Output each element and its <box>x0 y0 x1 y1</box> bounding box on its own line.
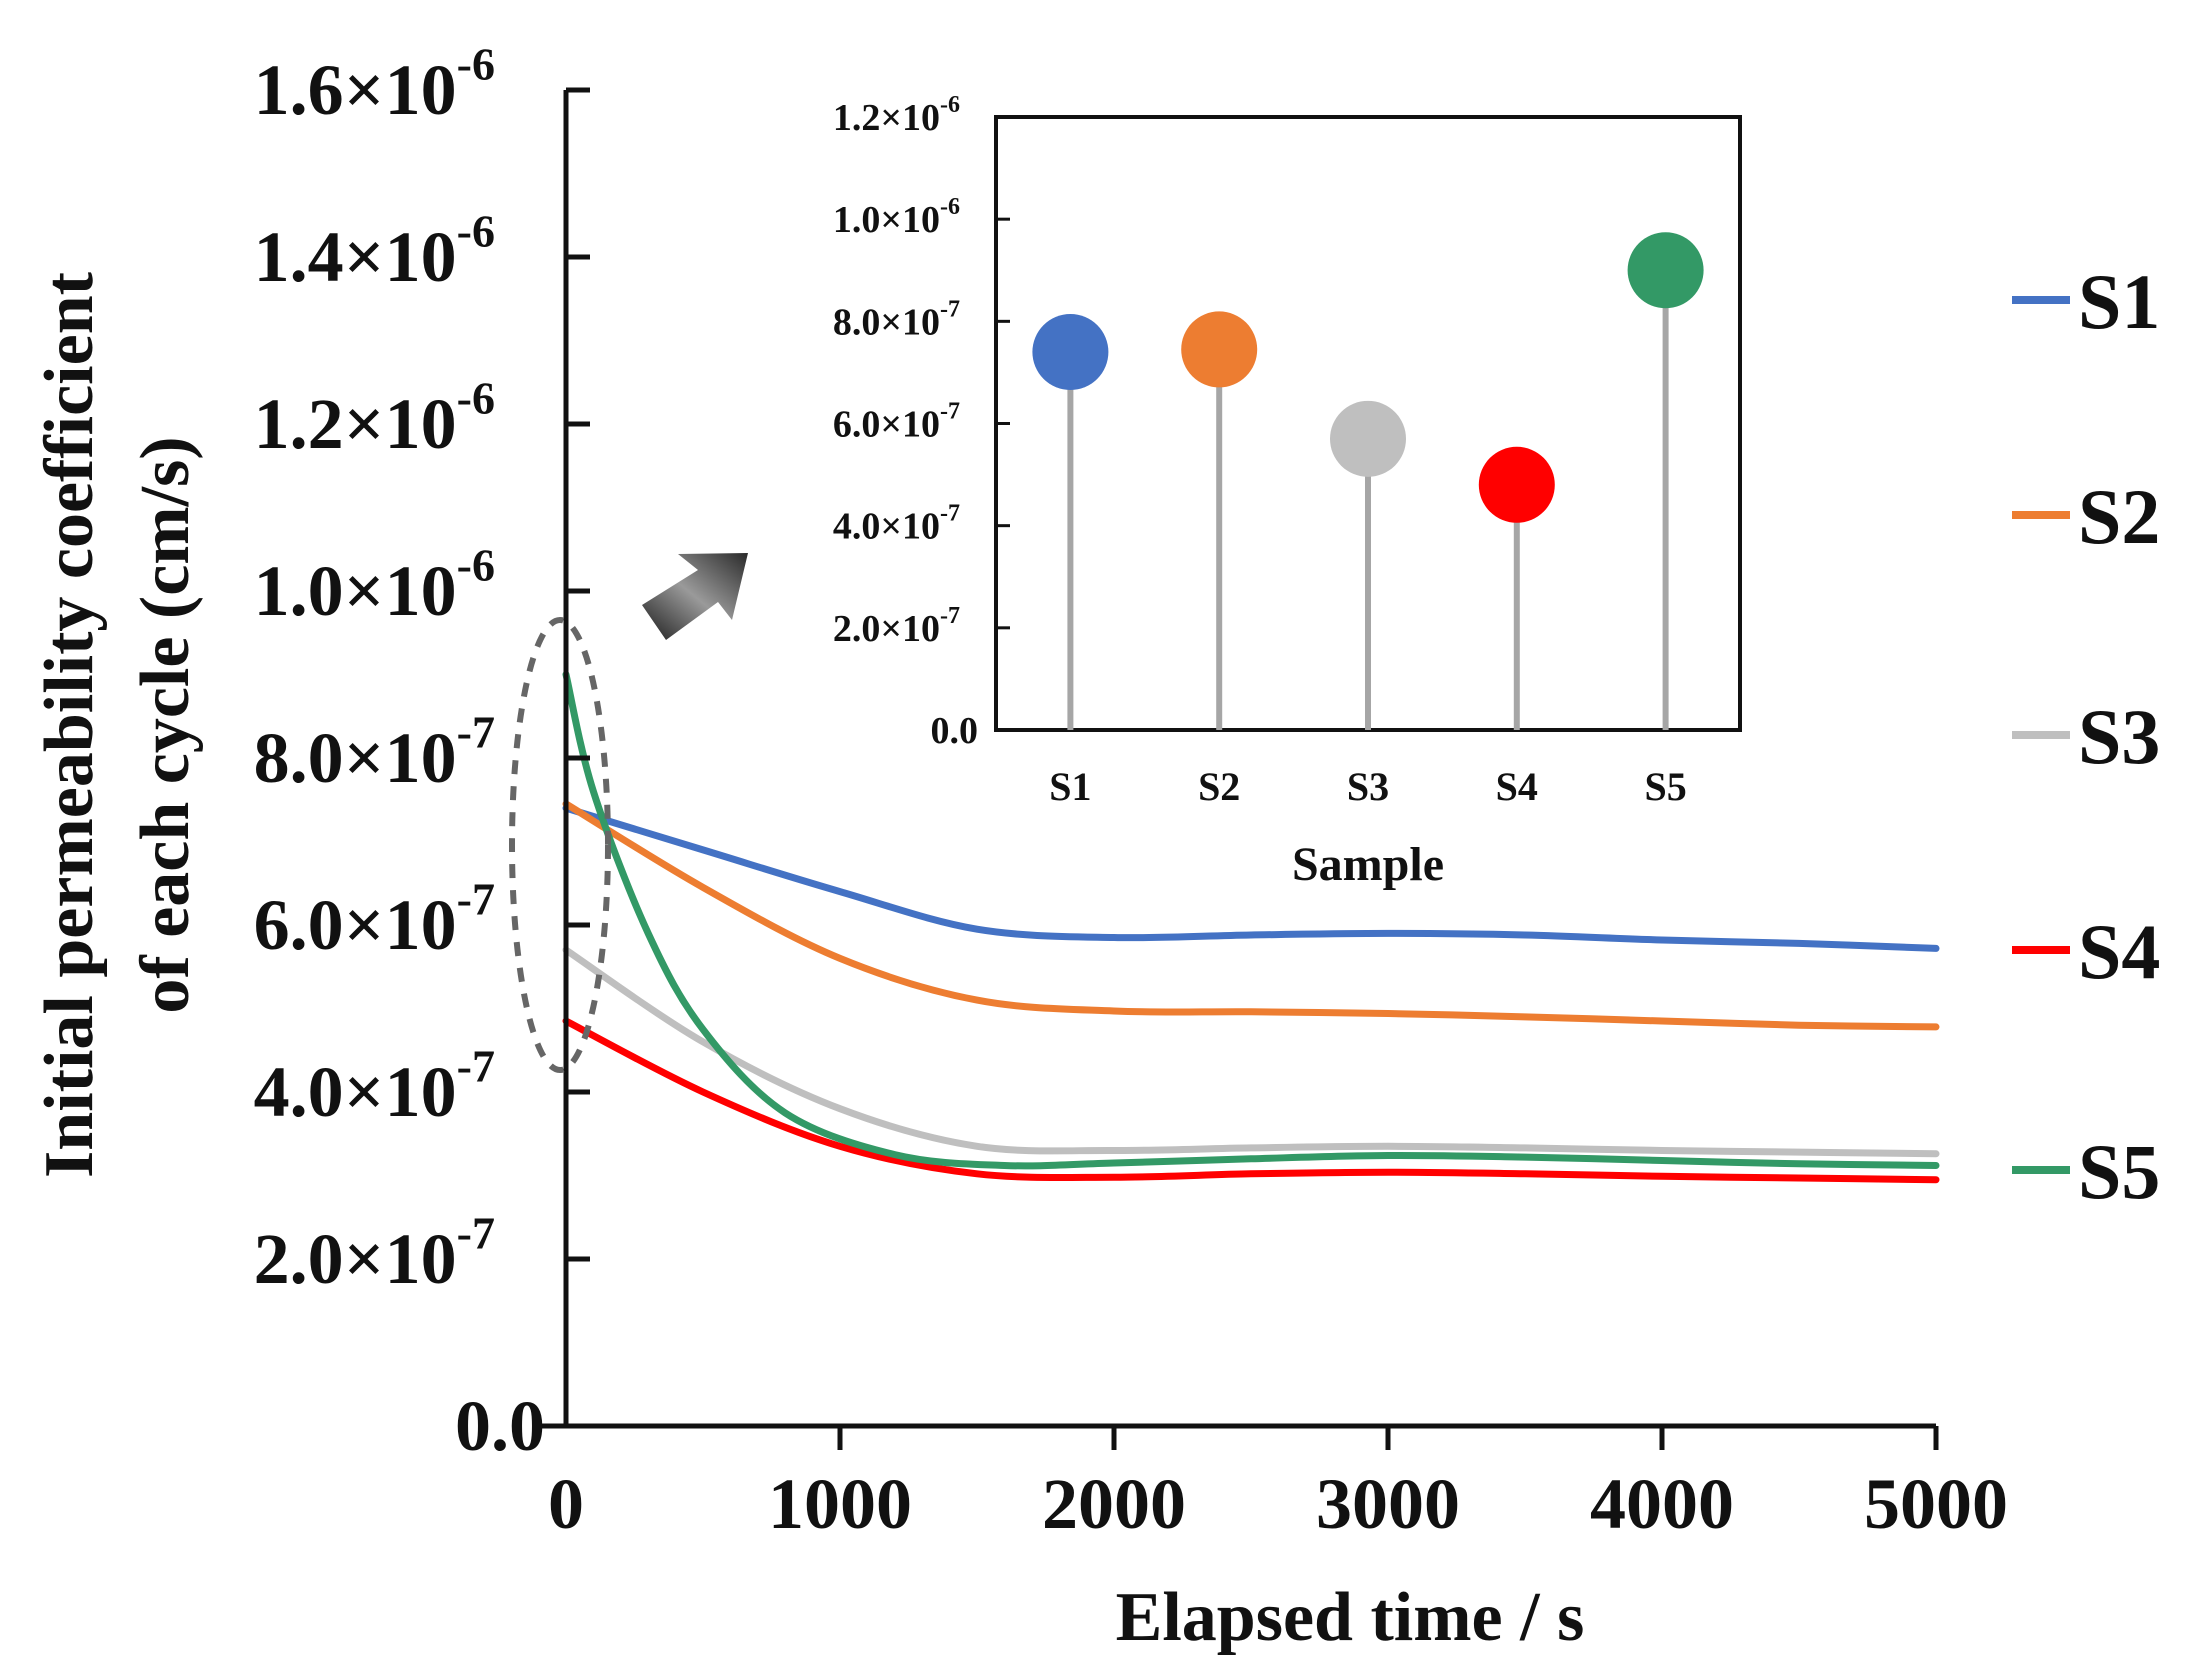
main-y-tick-label: 1.6×10-6 <box>254 39 495 131</box>
inset-y-tick-label-exponent: -7 <box>940 603 960 629</box>
inset-x-tick-label: S3 <box>1347 764 1389 809</box>
main-y-tick-label-mantissa: 1.2×10 <box>254 384 457 464</box>
inset-y-tick-label-mantissa: 1.2×10 <box>833 97 940 139</box>
main-y-axis-label-line2: of each cycle (cm/s) <box>127 436 204 1013</box>
legend: S1 S2 S3 S4 S5 <box>2012 258 2160 1215</box>
main-y-tick-label-mantissa: 1.4×10 <box>254 217 457 297</box>
highlight-ellipse <box>509 617 611 1073</box>
inset-point-s4 <box>1478 446 1555 523</box>
main-y-ticks: 0.02.0×10-74.0×10-76.0×10-78.0×10-71.0×1… <box>254 39 590 1466</box>
legend-label-s5: S5 <box>2078 1128 2160 1215</box>
main-y-tick-label: 1.0×10-6 <box>254 540 495 632</box>
series-line-s4 <box>562 1017 1940 1184</box>
inset-y-tick-label-exponent: -7 <box>940 399 960 425</box>
inset-y-tick-label-mantissa: 4.0×10 <box>833 506 940 548</box>
inset-point-s2 <box>1181 311 1258 388</box>
inset-y-tick-label-exponent: -7 <box>940 501 960 527</box>
inset-x-ticks: S1 S2 S3 S4 S5 <box>1049 764 1686 809</box>
inset-chart: 0.02.0×10-74.0×10-76.0×10-78.0×10-71.0×1… <box>833 92 1742 891</box>
legend-label-s4: S4 <box>2078 908 2160 995</box>
main-y-tick-label-exponent: -6 <box>457 540 495 591</box>
main-y-tick-label: 8.0×10-7 <box>254 707 495 799</box>
series-line-s1 <box>562 804 1940 952</box>
main-x-tick-label: 5000 <box>1864 1464 2008 1544</box>
main-x-axis-label: Elapsed time / s <box>1116 1579 1585 1656</box>
inset-x-tick-label: S4 <box>1496 764 1538 809</box>
main-y-tick-label-mantissa: 6.0×10 <box>254 885 457 965</box>
inset-y-tick-label-mantissa: 8.0×10 <box>833 301 940 343</box>
inset-arrow-icon <box>642 553 748 640</box>
main-x-tick-label: 0 <box>548 1464 584 1544</box>
inset-y-tick-label: 0.0 <box>931 710 979 752</box>
inset-point-s3 <box>1330 400 1406 477</box>
inset-marks <box>1032 232 1704 730</box>
main-chart: 0.02.0×10-74.0×10-76.0×10-78.0×10-71.0×1… <box>31 39 2008 1657</box>
main-x-ticks: 0 1000 2000 3000 4000 5000 <box>548 1426 2008 1544</box>
main-y-tick-label: 4.0×10-7 <box>254 1041 495 1133</box>
legend-label-s3: S3 <box>2078 693 2160 780</box>
main-y-tick-label-mantissa: 1.6×10 <box>254 50 457 130</box>
main-y-tick-label: 6.0×10-7 <box>254 874 495 966</box>
inset-y-tick-label: 6.0×10-7 <box>833 399 960 446</box>
inset-x-tick-label: S1 <box>1049 764 1091 809</box>
inset-point-s1 <box>1032 313 1109 390</box>
main-y-tick-label-mantissa: 8.0×10 <box>254 718 457 798</box>
series-line-s3 <box>562 946 1940 1158</box>
main-y-tick-label: 1.2×10-6 <box>254 373 495 465</box>
main-y-tick-label-exponent: -7 <box>457 707 495 758</box>
series-line-s2 <box>562 800 1940 1031</box>
inset-x-axis-label: Sample <box>1292 838 1444 891</box>
main-y-tick-label-mantissa: 2.0×10 <box>254 1219 457 1299</box>
main-y-tick-label-exponent: -6 <box>457 373 495 424</box>
main-y-tick-label: 1.4×10-6 <box>254 206 495 298</box>
inset-y-tick-label: 4.0×10-7 <box>833 501 960 548</box>
inset-y-tick-label: 2.0×10-7 <box>833 603 960 650</box>
inset-y-tick-label: 8.0×10-7 <box>833 296 960 343</box>
inset-y-tick-label: 1.2×10-6 <box>833 92 960 139</box>
main-y-tick-label: 2.0×10-7 <box>254 1208 495 1300</box>
main-y-tick-label-exponent: -7 <box>457 1041 495 1092</box>
main-y-tick-label-exponent: -7 <box>457 1208 495 1259</box>
inset-point-s5 <box>1627 232 1704 309</box>
inset-y-tick-label-exponent: -7 <box>940 296 960 322</box>
main-x-tick-label: 3000 <box>1316 1464 1460 1544</box>
main-y-axis-label-line1: Initial permeability coefficient <box>31 272 108 1178</box>
inset-y-tick-label-mantissa: 1.0×10 <box>833 199 940 241</box>
main-y-tick-label-mantissa: 1.0×10 <box>254 551 457 631</box>
inset-y-tick-label-mantissa: 6.0×10 <box>833 404 940 446</box>
main-series-group <box>562 671 1940 1184</box>
main-y-tick-label-mantissa: 4.0×10 <box>254 1052 457 1132</box>
main-x-tick-label: 2000 <box>1042 1464 1186 1544</box>
inset-x-tick-label: S5 <box>1644 764 1686 809</box>
legend-label-s1: S1 <box>2078 258 2160 345</box>
inset-y-tick-label-mantissa: 2.0×10 <box>833 608 940 650</box>
main-y-tick-label: 0.0 <box>455 1386 545 1466</box>
inset-y-tick-label-mantissa: 0.0 <box>931 710 979 752</box>
main-y-tick-label-mantissa: 0.0 <box>455 1386 545 1466</box>
inset-y-tick-label-exponent: -6 <box>940 92 960 118</box>
inset-x-tick-label: S2 <box>1198 764 1240 809</box>
main-x-tick-label: 1000 <box>768 1464 912 1544</box>
main-y-tick-label-exponent: -7 <box>457 874 495 925</box>
series-line-s5 <box>562 671 1940 1170</box>
main-x-tick-label: 4000 <box>1590 1464 1734 1544</box>
inset-y-tick-label: 1.0×10-6 <box>833 194 960 241</box>
inset-y-tick-label-exponent: -6 <box>940 194 960 220</box>
inset-y-ticks: 0.02.0×10-74.0×10-76.0×10-78.0×10-71.0×1… <box>833 92 1010 752</box>
main-y-tick-label-exponent: -6 <box>457 206 495 257</box>
main-y-tick-label-exponent: -6 <box>457 39 495 90</box>
legend-label-s2: S2 <box>2078 473 2160 560</box>
